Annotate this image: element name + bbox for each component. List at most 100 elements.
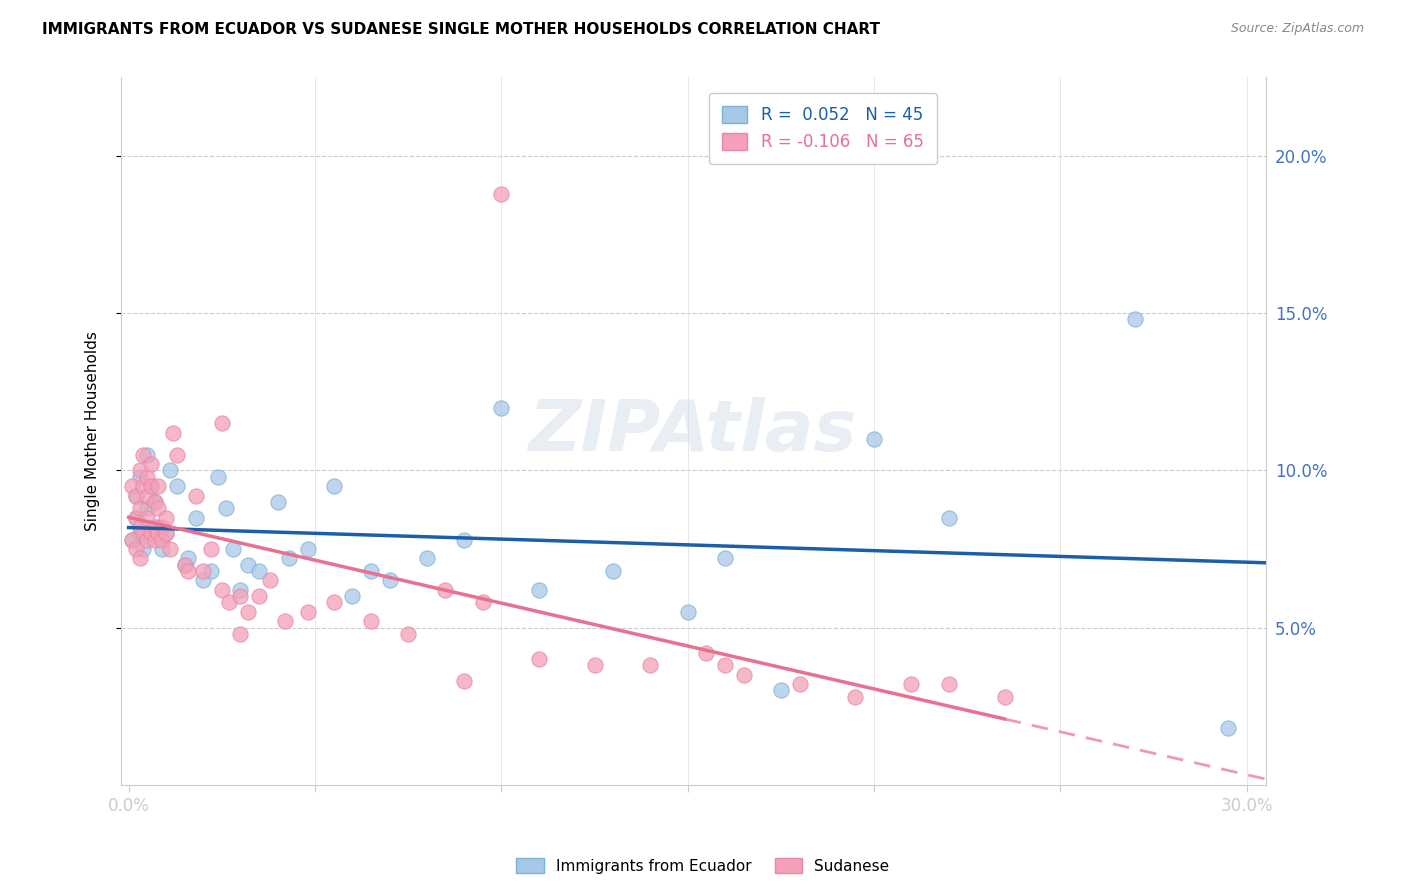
Point (1218, 721, 1240, 735)
Point (259, 574, 281, 588)
Point (583, 658, 606, 673)
Point (360, 564, 382, 578)
Legend: Immigrants from Ecuador, Sudanese: Immigrants from Ecuador, Sudanese (510, 852, 896, 880)
Point (159, 541, 181, 556)
Point (378, 574, 401, 588)
Point (211, 416, 233, 430)
Y-axis label: Single Mother Households: Single Mother Households (86, 331, 100, 531)
Point (789, 677, 811, 691)
Point (143, 520, 166, 534)
Point (200, 564, 222, 578)
Point (184, 510, 207, 524)
Point (416, 551, 439, 566)
Point (247, 589, 270, 603)
Point (769, 683, 792, 698)
Point (218, 595, 240, 609)
Point (148, 479, 170, 493)
Point (125, 489, 148, 503)
Point (173, 558, 195, 572)
Point (128, 501, 150, 516)
Point (471, 595, 494, 609)
Point (342, 589, 364, 603)
Point (136, 533, 159, 547)
Point (274, 615, 297, 629)
Point (207, 469, 229, 483)
Point (125, 541, 148, 556)
Point (136, 469, 159, 483)
Point (640, 658, 662, 673)
Point (491, 186, 513, 201)
Text: IMMIGRANTS FROM ECUADOR VS SUDANESE SINGLE MOTHER HOUSEHOLDS CORRELATION CHART: IMMIGRANTS FROM ECUADOR VS SUDANESE SING… (42, 22, 880, 37)
Point (602, 564, 624, 578)
Point (236, 558, 259, 572)
Point (139, 479, 162, 493)
Point (173, 558, 195, 572)
Point (191, 574, 214, 588)
Point (297, 541, 319, 556)
Point (434, 582, 457, 597)
Point (121, 479, 143, 493)
Point (121, 533, 143, 547)
Point (162, 425, 184, 440)
Point (863, 432, 886, 446)
Point (453, 533, 475, 547)
Point (211, 582, 233, 597)
Point (714, 551, 737, 566)
Point (150, 520, 173, 534)
Point (150, 541, 173, 556)
Point (128, 526, 150, 541)
Point (938, 677, 960, 691)
Point (267, 495, 290, 509)
Point (143, 495, 166, 509)
Point (125, 510, 148, 524)
Point (136, 448, 159, 462)
Point (150, 533, 173, 547)
Point (139, 526, 162, 541)
Point (121, 533, 143, 547)
Point (125, 489, 148, 503)
Point (132, 541, 155, 556)
Point (491, 401, 513, 415)
Point (322, 479, 344, 493)
Text: ZIPAtlas: ZIPAtlas (529, 397, 858, 466)
Point (695, 646, 717, 660)
Point (527, 652, 550, 666)
Point (200, 541, 222, 556)
Point (222, 541, 245, 556)
Point (297, 605, 319, 619)
Point (128, 520, 150, 534)
Point (236, 605, 259, 619)
Point (714, 658, 737, 673)
Point (184, 489, 207, 503)
Point (132, 526, 155, 541)
Point (155, 510, 177, 524)
Point (322, 595, 344, 609)
Legend: R =  0.052   N = 45, R = -0.106   N = 65: R = 0.052 N = 45, R = -0.106 N = 65 (709, 93, 936, 164)
Point (844, 690, 866, 704)
Point (128, 551, 150, 566)
Point (360, 615, 382, 629)
Point (148, 501, 170, 516)
Point (148, 526, 170, 541)
Point (277, 551, 299, 566)
Point (229, 582, 252, 597)
Point (229, 627, 252, 641)
Point (191, 564, 214, 578)
Text: Source: ZipAtlas.com: Source: ZipAtlas.com (1230, 22, 1364, 36)
Point (1123, 312, 1146, 326)
Point (139, 479, 162, 493)
Point (139, 457, 162, 471)
Point (676, 605, 699, 619)
Point (214, 501, 236, 516)
Point (247, 564, 270, 578)
Point (132, 479, 155, 493)
Point (733, 667, 755, 681)
Point (136, 510, 159, 524)
Point (155, 526, 177, 541)
Point (155, 526, 177, 541)
Point (166, 479, 188, 493)
Point (166, 448, 188, 462)
Point (143, 495, 166, 509)
Point (396, 627, 419, 641)
Point (128, 463, 150, 477)
